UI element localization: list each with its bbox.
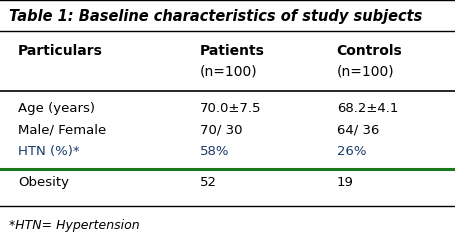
Text: 26%: 26% — [337, 145, 366, 158]
Text: Obesity: Obesity — [18, 176, 69, 189]
Text: Particulars: Particulars — [18, 44, 103, 58]
Text: 64/ 36: 64/ 36 — [337, 124, 379, 136]
Text: 58%: 58% — [200, 145, 230, 158]
Text: 19: 19 — [337, 176, 354, 189]
Text: 52: 52 — [200, 176, 217, 189]
Text: (n=100): (n=100) — [337, 64, 394, 78]
Text: HTN (%)*: HTN (%)* — [18, 145, 80, 158]
Text: 70/ 30: 70/ 30 — [200, 124, 243, 136]
Text: Table 1: Baseline characteristics of study subjects: Table 1: Baseline characteristics of stu… — [9, 9, 423, 24]
Text: 70.0±7.5: 70.0±7.5 — [200, 102, 262, 115]
Text: (n=100): (n=100) — [200, 64, 258, 78]
Text: 68.2±4.1: 68.2±4.1 — [337, 102, 398, 115]
Text: Male/ Female: Male/ Female — [18, 124, 106, 136]
Text: *HTN= Hypertension: *HTN= Hypertension — [9, 218, 140, 232]
Text: Controls: Controls — [337, 44, 403, 58]
Text: Age (years): Age (years) — [18, 102, 95, 115]
Text: Patients: Patients — [200, 44, 265, 58]
